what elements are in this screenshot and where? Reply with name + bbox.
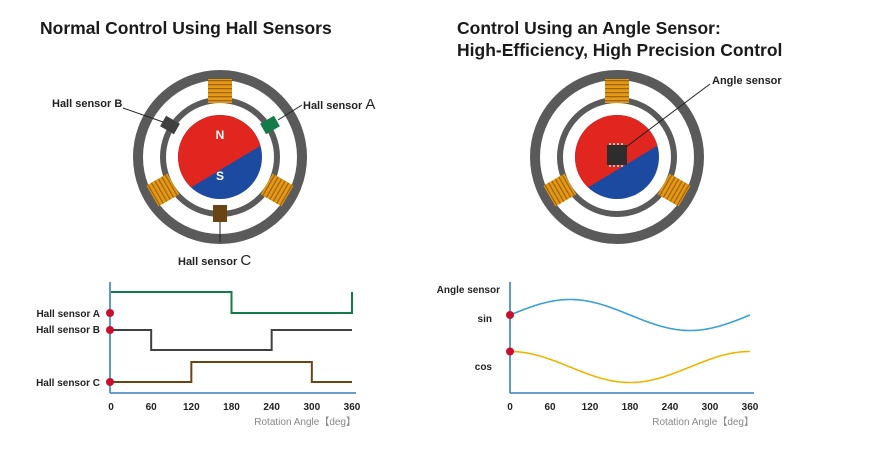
hall-c-start-marker xyxy=(106,378,114,386)
north-pole-label: N xyxy=(216,128,225,142)
cos-curve xyxy=(510,352,750,383)
angle-sensor-axis-label: Angle sensor xyxy=(437,285,500,296)
hall-motor: N S xyxy=(123,75,302,242)
hall-a-signal xyxy=(111,292,352,313)
angle-x-tick-120: 120 xyxy=(582,402,599,413)
angle-x-tick-240: 240 xyxy=(662,402,679,413)
hall-b-start-marker xyxy=(106,326,114,334)
sin-start-marker xyxy=(506,311,514,319)
hall-x-tick-180: 180 xyxy=(223,402,240,413)
hall-sensor-c xyxy=(213,205,227,222)
hall-sensor-chart: Hall sensor A Hall sensor B Hall sensor … xyxy=(36,282,361,428)
hall-b-row-label: Hall sensor B xyxy=(36,325,100,336)
angle-sensor-motor xyxy=(535,75,710,239)
hall-x-tick-0: 0 xyxy=(108,402,114,413)
angle-x-axis-title: Rotation Angle【deg】 xyxy=(652,416,754,428)
hall-x-tick-120: 120 xyxy=(183,402,200,413)
coil-top-right xyxy=(605,79,629,103)
hall-x-tick-60: 60 xyxy=(146,402,158,413)
hall-a-row-label: Hall sensor A xyxy=(36,309,100,320)
angle-x-tick-60: 60 xyxy=(544,402,556,413)
angle-x-tick-180: 180 xyxy=(622,402,639,413)
cos-start-marker xyxy=(506,348,514,356)
angle-x-tick-360: 360 xyxy=(742,402,759,413)
south-pole-label: S xyxy=(216,169,224,183)
hall-b-signal xyxy=(111,330,352,350)
diagram-canvas: N S xyxy=(0,0,880,450)
angle-sensor-chart: Angle sensor sin cos 0 60 120 180 240 300 360 … xyxy=(437,282,759,428)
hall-c-signal xyxy=(111,362,352,382)
hall-x-tick-240: 240 xyxy=(263,402,280,413)
cos-row-label: cos xyxy=(475,362,493,373)
angle-x-tick-0: 0 xyxy=(507,402,513,413)
hall-c-row-label: Hall sensor C xyxy=(36,378,100,389)
angle-x-tick-300: 300 xyxy=(702,402,719,413)
sin-curve xyxy=(510,300,750,331)
hall-x-tick-360: 360 xyxy=(344,402,361,413)
sin-row-label: sin xyxy=(478,314,492,325)
coil-top xyxy=(208,79,232,103)
hall-x-axis-title: Rotation Angle【deg】 xyxy=(254,416,356,428)
hall-x-tick-300: 300 xyxy=(303,402,320,413)
hall-a-start-marker xyxy=(106,309,114,317)
angle-sensor-chip xyxy=(607,143,627,167)
